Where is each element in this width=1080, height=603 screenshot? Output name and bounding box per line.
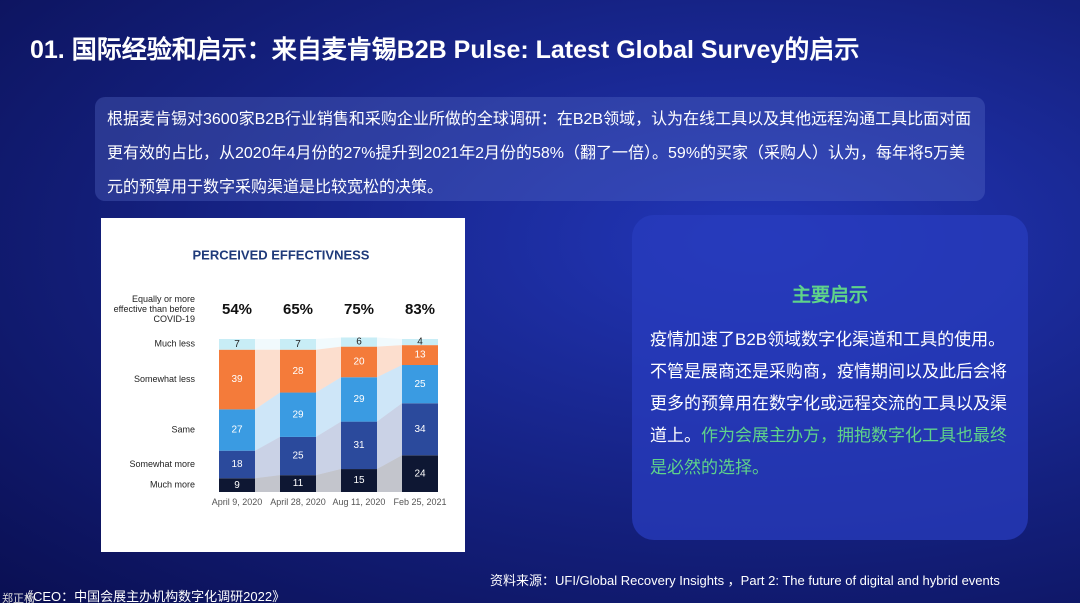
data-label: 13 — [414, 350, 426, 361]
takeaway-highlight: 作为会展主办方，拥抱数字化工具也最终是必然的选择。 — [650, 426, 1007, 477]
x-tick-label: April 28, 2020 — [270, 497, 326, 507]
data-label: 28 — [292, 366, 304, 377]
data-label: 7 — [295, 339, 301, 350]
bar-segment — [341, 421, 377, 470]
x-tick-label-box: April 28, 2020 — [270, 497, 326, 507]
takeaway-panel — [632, 215, 1028, 540]
watermark: 郑正杨 — [2, 593, 35, 603]
data-label: 9 — [234, 480, 240, 491]
footer: 《CEO：中国会展主办机构数字化调研2022》 — [20, 589, 286, 603]
x-tick-label-box: April 9, 2020 — [211, 497, 263, 507]
connector — [255, 436, 280, 479]
summary-label: Equally or more effective than before CO… — [113, 294, 195, 324]
chart-title: PERCEIVED EFFECTIVNESS — [193, 247, 370, 262]
connector — [377, 403, 402, 470]
source-note: 资料来源：UFI/Global Recovery Insights ，Part … — [490, 573, 1000, 588]
bar-segment — [280, 339, 316, 350]
bar-segment — [219, 349, 255, 410]
legend-label: Somewhat less — [134, 374, 196, 384]
connector — [255, 392, 280, 451]
connector — [255, 339, 280, 350]
x-tick-label-box: Feb 25, 2021 — [393, 497, 447, 507]
data-label: 39 — [231, 374, 243, 385]
bar-segment — [402, 365, 438, 404]
summary-value: 75% — [344, 301, 374, 318]
bar-segment — [341, 377, 377, 422]
data-label: 31 — [353, 440, 365, 451]
bar-segment — [280, 475, 316, 492]
legend-label: Same — [171, 424, 195, 434]
takeaway-text: 疫情加速了B2B领域数字化渠道和工具的使用。不管是展商还是采购商，疫情期间以及此… — [650, 330, 1007, 445]
takeaway-body: 疫情加速了B2B领域数字化渠道和工具的使用。不管是展商还是采购商，疫情期间以及此… — [650, 324, 1020, 484]
x-tick-label-box: Aug 11, 2020 — [332, 497, 386, 507]
bar-segment — [402, 455, 438, 492]
data-label: 29 — [292, 409, 304, 420]
summary-value: 65% — [283, 301, 313, 318]
summary-label-box: Equally or more effective than before CO… — [113, 294, 195, 324]
bar-segment — [280, 392, 316, 437]
bar-segment — [219, 339, 255, 350]
data-label: 34 — [414, 424, 426, 435]
connector — [377, 455, 402, 492]
bar-segment — [402, 403, 438, 456]
legend-label: Much more — [150, 479, 195, 489]
bar-segment — [402, 339, 438, 346]
connector — [377, 337, 402, 347]
connector — [255, 349, 280, 410]
bar-segment — [219, 450, 255, 479]
data-label: 11 — [293, 478, 304, 489]
x-tick-label: April 9, 2020 — [211, 497, 263, 507]
bar-segment — [402, 345, 438, 366]
intro-text: 根据麦肯锡对3600家B2B行业销售和采购企业所做的全球调研：在B2B领域，认为… — [95, 97, 985, 201]
data-label: 7 — [234, 339, 240, 350]
data-label: 20 — [353, 357, 365, 368]
chart-panel: PERCEIVED EFFECTIVNESS 9 11 15 24 Much more 1… — [101, 218, 465, 552]
bar-segment — [280, 436, 316, 476]
bar-segment — [219, 478, 255, 492]
data-label: 25 — [414, 379, 426, 390]
bar-segment — [341, 469, 377, 492]
connector — [316, 337, 341, 350]
data-label: 6 — [356, 337, 362, 348]
connector — [377, 345, 402, 378]
connector — [316, 421, 341, 476]
x-tick-label: Feb 25, 2021 — [393, 497, 447, 507]
data-label: 15 — [353, 475, 365, 486]
connector — [377, 365, 402, 422]
takeaway-heading: 主要启示 — [791, 285, 868, 306]
chart: PERCEIVED EFFECTIVNESS 9 11 15 24 Much more 1… — [113, 247, 447, 507]
data-label: 27 — [231, 425, 243, 436]
x-tick-label: Aug 11, 2020 — [332, 497, 386, 507]
bar-segment — [280, 349, 316, 393]
data-label: 25 — [292, 451, 304, 462]
data-label: 24 — [414, 468, 426, 479]
data-label: 18 — [231, 459, 243, 470]
connector — [316, 469, 341, 492]
connector — [316, 346, 341, 393]
connector — [316, 377, 341, 437]
summary-value: 83% — [405, 301, 435, 318]
bar-segment — [219, 409, 255, 451]
bar-segment — [341, 346, 377, 378]
legend-label: Much less — [154, 339, 195, 349]
legend-label: Somewhat more — [129, 459, 195, 469]
bar-segment — [341, 337, 377, 347]
data-label: 4 — [417, 337, 423, 348]
summary-value: 54% — [222, 301, 252, 318]
slide-title: 01. 国际经验和启示：来自麦肯锡B2B Pulse: Latest Globa… — [30, 36, 860, 64]
data-label: 29 — [353, 394, 365, 405]
connector — [255, 475, 280, 492]
